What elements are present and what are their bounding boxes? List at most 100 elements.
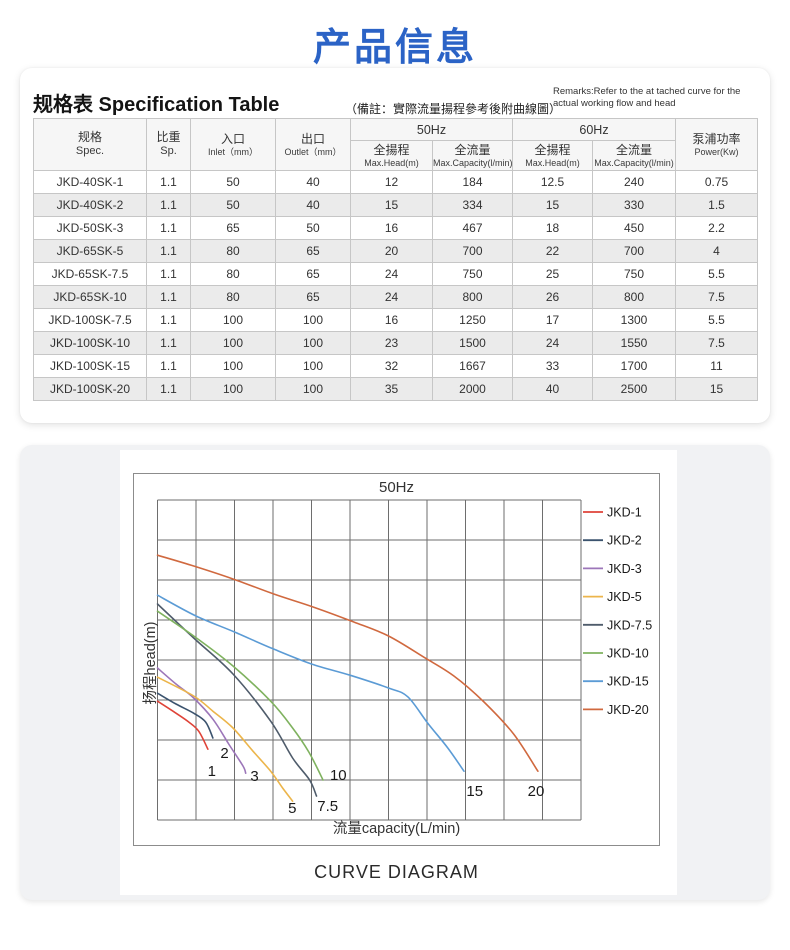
- curve-end-label-2: 2: [220, 745, 228, 762]
- curve-jkd-3: [156, 667, 247, 774]
- table-cell: JKD-40SK-2: [33, 193, 147, 217]
- table-cell: 18: [512, 216, 593, 240]
- curve-end-label-10: 10: [330, 767, 347, 784]
- spec-card: 规格表 Specification Table （備註：實際流量揚程參考後附曲線…: [20, 68, 770, 423]
- legend-label-jkd-20: JKD-20: [607, 703, 649, 717]
- table-cell: 800: [432, 285, 513, 309]
- table-cell: 100: [275, 354, 351, 378]
- table-cell: 15: [512, 193, 593, 217]
- table-cell: JKD-40SK-1: [33, 170, 147, 194]
- table-cell: 80: [190, 285, 276, 309]
- table-cell: 184: [432, 170, 513, 194]
- spec-table-head: 规格 Spec. 比重 Sp. 入口 Inlet（mm） 出口 Outlet（mm） 50Hz 6…: [33, 118, 758, 171]
- table-cell: 1250: [432, 308, 513, 332]
- table-cell: 5.5: [675, 308, 758, 332]
- freq-group-header: 50Hz: [350, 118, 513, 141]
- table-cell: 12.5: [512, 170, 593, 194]
- table-cell: 2500: [592, 377, 676, 401]
- table-cell: 17: [512, 308, 593, 332]
- table-cell: 65: [275, 262, 351, 286]
- table-row: JKD-65SK-10 1.1 80 65 24 800 26 800 7.5: [33, 285, 758, 309]
- table-cell: 1.1: [146, 331, 191, 355]
- table-cell: 16: [350, 216, 433, 240]
- curve-end-label-20: 20: [528, 783, 545, 800]
- table-row: JKD-40SK-2 1.1 50 40 15 334 15 330 1.5: [33, 193, 758, 217]
- table-cell: JKD-65SK-7.5: [33, 262, 147, 286]
- table-cell: 5.5: [675, 262, 758, 286]
- sub-header: 全揚程 Max.Head(m): [350, 140, 433, 171]
- table-cell: 16: [350, 308, 433, 332]
- table-cell: 100: [190, 377, 276, 401]
- table-cell: 450: [592, 216, 676, 240]
- sub-header: 全流量 Max.Capacity(l/min): [592, 140, 676, 171]
- curve-end-label-1: 1: [208, 763, 216, 780]
- table-cell: 100: [190, 308, 276, 332]
- col-header: 出口 Outlet（mm）: [275, 118, 351, 171]
- curve-jkd-1: [156, 700, 209, 750]
- table-cell: 1.1: [146, 262, 191, 286]
- table-row: JKD-65SK-7.5 1.1 80 65 24 750 25 750 5.5: [33, 262, 758, 286]
- spec-table-body: JKD-40SK-1 1.1 50 40 12 184 12.5 240 0.75 JKD-40S…: [33, 170, 758, 401]
- table-cell: 40: [275, 193, 351, 217]
- table-cell: 100: [190, 354, 276, 378]
- curve-end-label-5: 5: [288, 800, 296, 817]
- table-cell: 1.1: [146, 308, 191, 332]
- table-cell: 1700: [592, 354, 676, 378]
- table-cell: 2.2: [675, 216, 758, 240]
- table-row: JKD-100SK-7.5 1.1 100 100 16 1250 17 1300 5.5: [33, 308, 758, 332]
- table-cell: 100: [190, 331, 276, 355]
- col-header: 入口 Inlet（mm）: [190, 118, 276, 171]
- chart-title: 50Hz: [378, 479, 415, 496]
- table-cell: 1.1: [146, 377, 191, 401]
- power-header: 泵浦功率 Power(Kw): [675, 118, 758, 171]
- table-cell: 1.1: [146, 354, 191, 378]
- curve-end-label-7.5: 7.5: [317, 798, 338, 815]
- table-cell: 0.75: [675, 170, 758, 194]
- table-cell: JKD-50SK-3: [33, 216, 147, 240]
- legend-label-jkd-1: JKD-1: [607, 506, 642, 520]
- table-cell: 1.5: [675, 193, 758, 217]
- x-axis-label: 流量capacity(L/min): [332, 821, 461, 837]
- table-cell: 15: [675, 377, 758, 401]
- curve-jkd-5: [156, 676, 294, 802]
- table-cell: 4: [675, 239, 758, 263]
- table-cell: 80: [190, 262, 276, 286]
- table-cell: 80: [190, 239, 276, 263]
- table-cell: 22: [512, 239, 593, 263]
- curve-end-label-15: 15: [466, 783, 483, 800]
- table-cell: 1.1: [146, 285, 191, 309]
- table-cell: 12: [350, 170, 433, 194]
- col-header: 规格 Spec.: [33, 118, 147, 171]
- table-cell: 50: [190, 193, 276, 217]
- table-cell: 750: [592, 262, 676, 286]
- table-cell: JKD-65SK-10: [33, 285, 147, 309]
- table-cell: 700: [592, 239, 676, 263]
- spec-remarks: Remarks:Refer to the at tached curve for…: [553, 86, 741, 110]
- table-cell: 32: [350, 354, 433, 378]
- table-cell: JKD-100SK-20: [33, 377, 147, 401]
- table-cell: JKD-100SK-7.5: [33, 308, 147, 332]
- table-cell: 330: [592, 193, 676, 217]
- table-cell: 467: [432, 216, 513, 240]
- curve-jkd-10: [156, 610, 324, 781]
- curve-chart: 12 3 5 7.5 10 15 20 JKD-1 JKD-2 JKD-3 JKD-5 JKD-7.5…: [156, 499, 652, 821]
- table-cell: 100: [275, 308, 351, 332]
- table-cell: 334: [432, 193, 513, 217]
- table-cell: 65: [275, 285, 351, 309]
- table-row: JKD-100SK-15 1.1 100 100 32 1667 33 1700 11: [33, 354, 758, 378]
- legend-label-jkd-5: JKD-5: [607, 590, 642, 604]
- curve-end-label-3: 3: [250, 768, 258, 785]
- spec-header: 规格表 Specification Table （備註：實際流量揚程參考後附曲線…: [33, 84, 757, 126]
- specification-table: 规格 Spec. 比重 Sp. 入口 Inlet（mm） 出口 Outlet（mm） 50Hz 6…: [33, 118, 758, 401]
- table-cell: 100: [275, 331, 351, 355]
- table-row: JKD-100SK-20 1.1 100 100 35 2000 40 2500 15: [33, 377, 758, 401]
- table-cell: 25: [512, 262, 593, 286]
- table-cell: JKD-65SK-5: [33, 239, 147, 263]
- curve-jkd-2: [156, 692, 214, 739]
- table-cell: 50: [275, 216, 351, 240]
- table-cell: 1.1: [146, 216, 191, 240]
- curve-jkd-20: [156, 554, 539, 772]
- y-axis-label: 扬程head(m): [143, 621, 159, 705]
- legend-label-jkd-3: JKD-3: [607, 562, 642, 576]
- table-cell: 1.1: [146, 193, 191, 217]
